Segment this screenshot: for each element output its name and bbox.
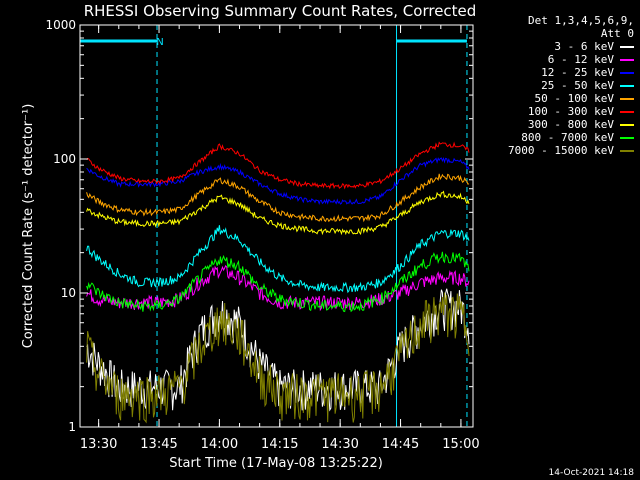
legend-swatch	[620, 110, 634, 113]
series-line-2	[86, 264, 470, 312]
x-tick-label: 14:15	[261, 437, 298, 452]
legend-header-2: Att 0	[600, 27, 634, 40]
legend-item: 100 - 300 keV	[478, 105, 634, 118]
legend-swatch	[620, 149, 634, 152]
legend-swatch	[620, 45, 634, 48]
y-tick-label: 10	[61, 286, 76, 300]
chart-title: RHESSI Observing Summary Count Rates, Co…	[83, 2, 477, 20]
plot-frame	[79, 24, 474, 428]
attenuator-markers	[79, 25, 468, 427]
legend-label: 6 - 12 keV	[547, 53, 614, 66]
x-tick-label: 14:30	[321, 437, 358, 452]
legend-swatch	[620, 136, 634, 139]
series-line-9	[86, 292, 470, 424]
x-tick-label: 13:45	[140, 437, 177, 452]
x-tick-label: 13:30	[80, 437, 117, 452]
legend-label: 3 - 6 keV	[554, 40, 614, 53]
x-tick-label: 14:00	[201, 437, 238, 452]
legend-swatch	[620, 71, 634, 74]
y-axis: 1 10 100 1000	[45, 18, 473, 434]
legend-label: 300 - 800 keV	[527, 118, 614, 131]
legend-item: 50 - 100 keV	[478, 92, 634, 105]
series-line-7	[86, 190, 470, 236]
timestamp: 14-Oct-2021 14:18	[548, 468, 634, 478]
series-group	[86, 141, 470, 424]
y-tick-label: 1000	[45, 18, 76, 32]
series-line-4	[86, 225, 470, 294]
series-line-6	[86, 141, 470, 190]
legend-swatch	[620, 84, 634, 87]
legend-item: 7000 - 15000 keV	[478, 144, 634, 157]
legend-swatch	[620, 97, 634, 100]
x-axis: 13:30 13:45 14:00 14:15 14:30 14:45 15:00	[80, 25, 480, 452]
y-axis-label: Corrected Count Rate (s⁻¹ detector⁻¹)	[21, 104, 36, 349]
legend-label: 800 - 7000 keV	[521, 131, 614, 144]
legend-item: 12 - 25 keV	[478, 66, 634, 79]
legend: Det 1,3,4,5,6,9, Att 0 3 - 6 keV 6 - 12 k…	[478, 14, 634, 157]
legend-label: 50 - 100 keV	[534, 92, 614, 105]
series-line-3	[86, 156, 470, 205]
legend-header-1: Det 1,3,4,5,6,9,	[528, 14, 634, 27]
legend-item: 800 - 7000 keV	[478, 131, 634, 144]
legend-item: 300 - 800 keV	[478, 118, 634, 131]
legend-label: 100 - 300 keV	[527, 105, 614, 118]
legend-label: 7000 - 15000 keV	[508, 144, 614, 157]
legend-label: 25 - 50 keV	[541, 79, 614, 92]
legend-item: 6 - 12 keV	[478, 53, 634, 66]
series-line-8	[86, 251, 470, 313]
x-axis-label: Start Time (17-May-08 13:25:22)	[169, 456, 383, 471]
y-tick-label: 1	[68, 420, 76, 434]
legend-swatch	[620, 58, 634, 61]
y-tick-label: 100	[53, 152, 76, 166]
series-line-5	[86, 173, 470, 223]
series-line-1	[86, 288, 470, 412]
x-tick-label: 14:45	[382, 437, 419, 452]
legend-swatch	[620, 123, 634, 126]
legend-item: 3 - 6 keV	[478, 40, 634, 53]
legend-item: 25 - 50 keV	[478, 79, 634, 92]
annotation-n: N	[156, 37, 163, 48]
legend-label: 12 - 25 keV	[541, 66, 614, 79]
x-tick-label: 15:00	[442, 437, 479, 452]
